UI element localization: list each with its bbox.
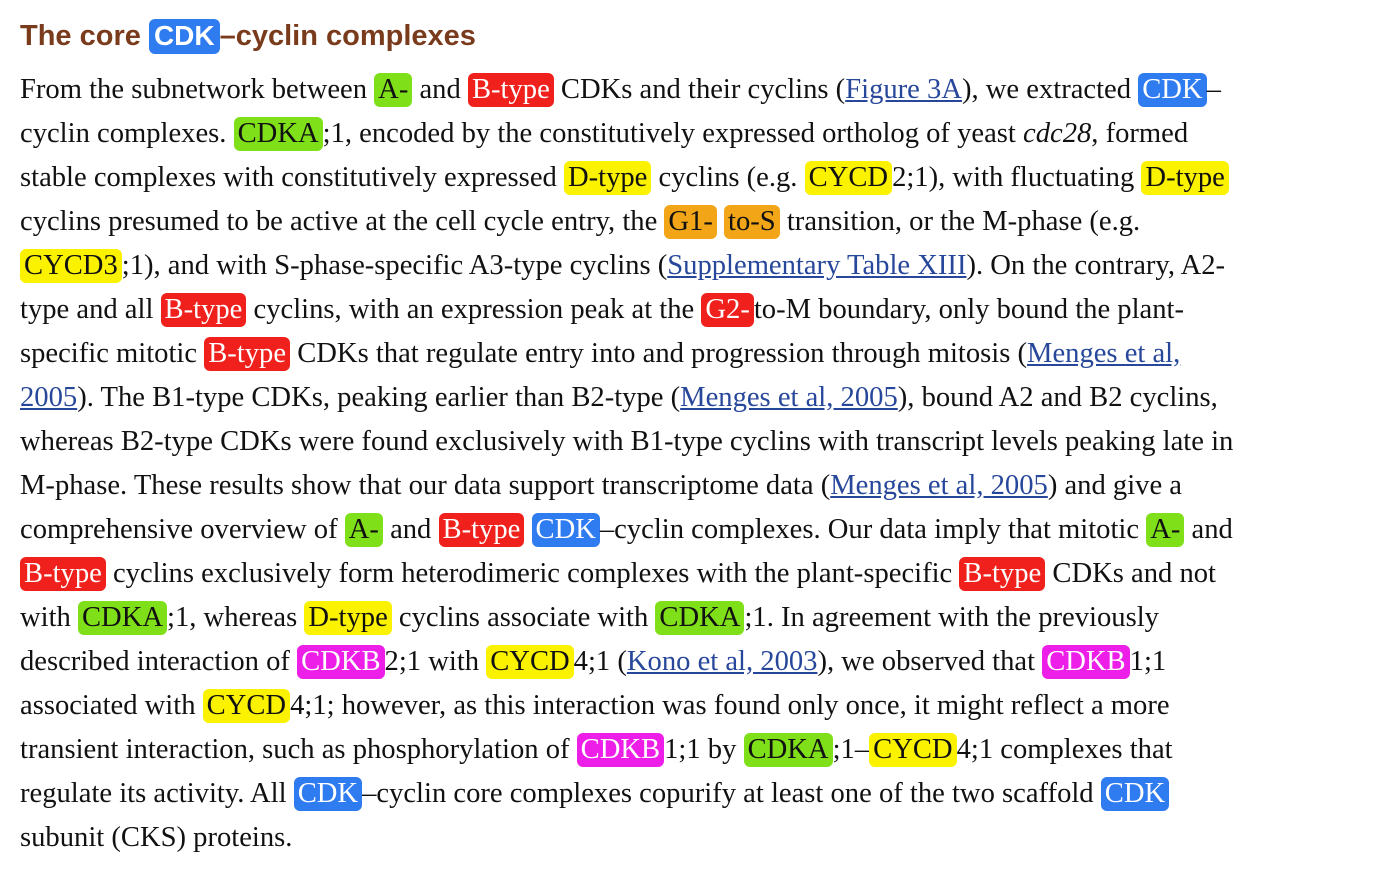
cdk-tag: CDK bbox=[293, 777, 363, 811]
cdk-tag: CDK bbox=[1100, 777, 1170, 811]
g2-tag: G2- bbox=[701, 293, 754, 327]
cdkb-tag: CDKB bbox=[1042, 645, 1130, 679]
text-line: with CDKA ;1, whereas D-type cyclins asso… bbox=[20, 601, 1159, 635]
b-type-tag: B-type bbox=[204, 337, 291, 371]
gene-name: cdc28 bbox=[1023, 118, 1092, 149]
cdkb-tag: CDKB bbox=[297, 645, 385, 679]
to-s-tag: to-S bbox=[724, 205, 780, 239]
cdkb-tag: CDKB bbox=[576, 733, 665, 767]
heading-text: The core bbox=[20, 20, 149, 52]
text-line: regulate its activity. All CDK –cyclin co… bbox=[20, 772, 1390, 816]
b-type-tag: B-type bbox=[467, 73, 554, 107]
text-line: associated with CYCD 4;1; however, as thi… bbox=[20, 689, 1170, 723]
cycd-tag: CYCD bbox=[869, 733, 957, 767]
text-line: described interaction of CDKB 2;1 with CY… bbox=[20, 645, 1167, 679]
text-line: B-type cyclins exclusively form heterodi… bbox=[20, 552, 1390, 596]
a-type-tag: A- bbox=[374, 73, 413, 107]
text-line: specific mitotic B-type CDKs that regula… bbox=[20, 337, 1181, 371]
text-line: 2005). The B1-type CDKs, peaking earlier… bbox=[20, 382, 1218, 413]
a-type-tag: A- bbox=[1146, 513, 1185, 547]
d-type-tag: D-type bbox=[1141, 161, 1229, 195]
b-type-tag: B-type bbox=[160, 293, 247, 327]
cycd-tag: CYCD bbox=[202, 689, 291, 723]
text-line: subunit (CKS) proteins. bbox=[20, 822, 293, 853]
d-type-tag: D-type bbox=[563, 161, 652, 195]
text-line: stable complexes with constitutively exp… bbox=[20, 156, 1390, 200]
text-line: CYCD3 ;1), and with S-phase-specific A3-t… bbox=[20, 244, 1390, 288]
text-line: transient interaction, such as phosphory… bbox=[20, 733, 1173, 767]
cycd-tag: CYCD bbox=[486, 645, 574, 679]
text-line: comprehensive overview of A- and B-type … bbox=[20, 513, 1233, 547]
paragraph: From the subnetwork between A- and B-typ… bbox=[20, 68, 1390, 860]
cdka-tag: CDKA bbox=[77, 601, 168, 635]
cdka-tag: CDKA bbox=[655, 601, 745, 635]
cycd-tag: CYCD bbox=[804, 161, 893, 195]
menges-link-cont[interactable]: 2005 bbox=[20, 382, 78, 413]
a-type-tag: A- bbox=[344, 513, 383, 547]
cdk-tag: CDK bbox=[1138, 73, 1207, 107]
text-line: whereas B2-type CDKs were found exclusiv… bbox=[20, 426, 1234, 457]
text-line: cyclins presumed to be active at the cel… bbox=[20, 205, 1141, 239]
d-type-tag: D-type bbox=[304, 601, 392, 635]
cycd3-tag: CYCD3 bbox=[20, 249, 122, 283]
g1-tag: G1- bbox=[664, 205, 717, 239]
cdka-tag: CDKA bbox=[233, 117, 323, 151]
kono-link[interactable]: Kono et al, 2003 bbox=[626, 646, 818, 677]
text-line: M-phase. These results show that our dat… bbox=[20, 470, 1182, 501]
text-line: type and all B-type cyclins, with an exp… bbox=[20, 293, 1185, 327]
menges-link[interactable]: Menges et al, 2005 bbox=[830, 470, 1048, 501]
text-line: From the subnetwork between A- and B-typ… bbox=[20, 73, 1221, 107]
b-type-tag: B-type bbox=[959, 557, 1046, 591]
menges-link[interactable]: Menges et al, 2005 bbox=[680, 382, 898, 413]
figure-3a-link[interactable]: Figure 3A bbox=[845, 74, 962, 105]
b-type-tag: B-type bbox=[20, 557, 106, 591]
text-line: cyclin complexes. CDKA ;1, encoded by the… bbox=[20, 117, 1189, 151]
cdk-tag: CDK bbox=[531, 513, 600, 547]
b-type-tag: B-type bbox=[438, 513, 525, 547]
supplementary-table-link[interactable]: Supplementary Table XIII bbox=[667, 250, 967, 281]
menges-link[interactable]: Menges et al, bbox=[1027, 338, 1181, 369]
cdka-tag: CDKA bbox=[743, 733, 833, 767]
heading-text-end: –cyclin complexes bbox=[219, 20, 476, 52]
heading-cdk-tag: CDK bbox=[148, 19, 220, 54]
section-heading: The core CDK –cyclin complexes bbox=[20, 14, 1382, 58]
